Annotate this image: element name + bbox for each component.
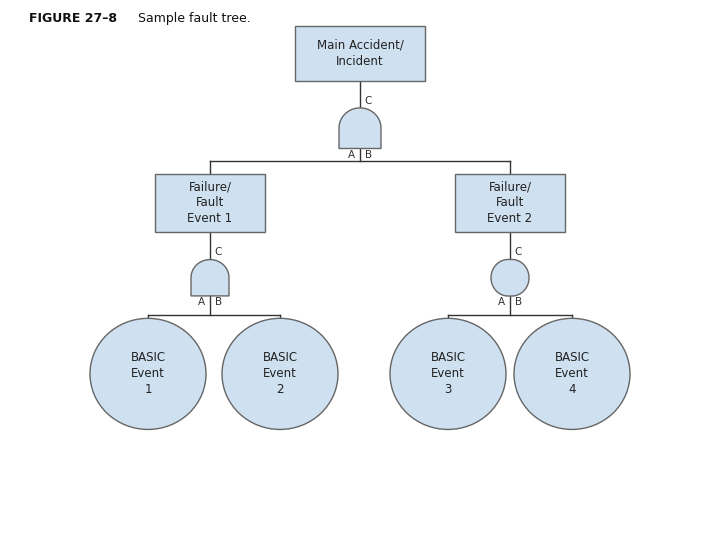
Ellipse shape — [390, 319, 506, 429]
Text: C: C — [514, 247, 521, 258]
Text: A: A — [498, 297, 505, 307]
Text: ALWAYS LEARNING: ALWAYS LEARNING — [7, 509, 132, 522]
PathPatch shape — [339, 108, 381, 148]
FancyBboxPatch shape — [295, 25, 425, 81]
Text: B: B — [365, 150, 372, 159]
Text: Copyright © 2015 by Pearson Education, Inc.
All Rights Reserved: Copyright © 2015 by Pearson Education, I… — [446, 506, 651, 525]
Text: A: A — [198, 297, 205, 307]
Text: Occupational Safety and Health, Eighth Edition
David L. Goetsch: Occupational Safety and Health, Eighth E… — [158, 506, 371, 525]
Text: BASIC
Event
3: BASIC Event 3 — [431, 352, 466, 396]
Text: BASIC
Event
4: BASIC Event 4 — [554, 352, 590, 396]
Text: PEARSON: PEARSON — [594, 506, 698, 525]
Text: C: C — [214, 247, 221, 258]
Text: Main Accident/
Incident: Main Accident/ Incident — [317, 39, 403, 68]
FancyBboxPatch shape — [155, 173, 265, 232]
Ellipse shape — [222, 319, 338, 429]
Text: B: B — [515, 297, 522, 307]
Text: C: C — [364, 96, 372, 106]
PathPatch shape — [191, 260, 229, 296]
Ellipse shape — [514, 319, 630, 429]
Text: Sample fault tree.: Sample fault tree. — [126, 12, 251, 25]
Ellipse shape — [90, 319, 206, 429]
Text: B: B — [215, 297, 222, 307]
PathPatch shape — [491, 260, 529, 296]
Text: BASIC
Event
1: BASIC Event 1 — [130, 352, 166, 396]
Text: Failure/
Fault
Event 1: Failure/ Fault Event 1 — [187, 180, 233, 226]
Text: FIGURE 27–8: FIGURE 27–8 — [29, 12, 117, 25]
Text: A: A — [348, 150, 355, 159]
Text: Failure/
Fault
Event 2: Failure/ Fault Event 2 — [487, 180, 533, 226]
FancyBboxPatch shape — [455, 173, 565, 232]
Text: BASIC
Event
2: BASIC Event 2 — [262, 352, 297, 396]
